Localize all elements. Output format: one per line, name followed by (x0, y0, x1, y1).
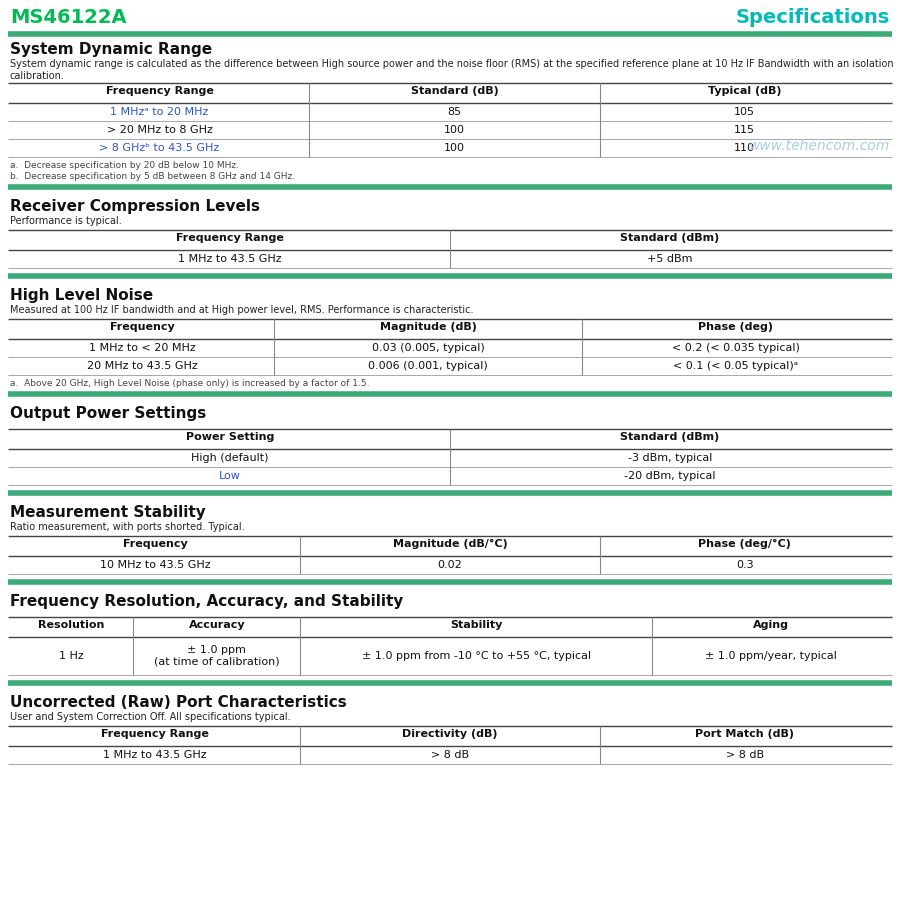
Text: Resolution: Resolution (39, 620, 104, 630)
Text: 1 MHz to 43.5 GHz: 1 MHz to 43.5 GHz (178, 254, 282, 264)
Text: High Level Noise: High Level Noise (10, 288, 153, 303)
Text: -3 dBm, typical: -3 dBm, typical (628, 453, 712, 463)
Text: 20 MHz to 43.5 GHz: 20 MHz to 43.5 GHz (86, 361, 197, 371)
Text: Port Match (dB): Port Match (dB) (696, 729, 795, 739)
Text: 10 MHz to 43.5 GHz: 10 MHz to 43.5 GHz (100, 560, 211, 570)
Text: Phase (deg): Phase (deg) (698, 322, 773, 332)
Text: 0.02: 0.02 (437, 560, 463, 570)
Text: Uncorrected (Raw) Port Characteristics: Uncorrected (Raw) Port Characteristics (10, 695, 346, 710)
Text: < 0.2 (< 0.035 typical): < 0.2 (< 0.035 typical) (672, 343, 800, 353)
Text: High (default): High (default) (191, 453, 269, 463)
Text: 85: 85 (447, 107, 462, 117)
Text: Specifications: Specifications (736, 8, 890, 27)
Text: Magnitude (dB): Magnitude (dB) (380, 322, 476, 332)
Text: Power Setting: Power Setting (185, 432, 274, 442)
Text: Accuracy: Accuracy (188, 620, 245, 630)
Text: Frequency Range: Frequency Range (105, 86, 213, 96)
Text: 1 MHz to 43.5 GHz: 1 MHz to 43.5 GHz (104, 750, 207, 760)
Text: Aging: Aging (753, 620, 789, 630)
Text: Typical (dB): Typical (dB) (708, 86, 781, 96)
Text: 115: 115 (734, 125, 755, 135)
Text: Directivity (dB): Directivity (dB) (402, 729, 498, 739)
Text: Performance is typical.: Performance is typical. (10, 216, 122, 226)
Text: 1 Hz: 1 Hz (59, 651, 84, 661)
Text: Frequency: Frequency (110, 322, 175, 332)
Text: Frequency: Frequency (122, 539, 187, 549)
Text: +5 dBm: +5 dBm (647, 254, 693, 264)
Text: ± 1.0 ppm
(at time of calibration): ± 1.0 ppm (at time of calibration) (154, 645, 280, 667)
Text: b.  Decrease specification by 5 dB between 8 GHz and 14 GHz.: b. Decrease specification by 5 dB betwee… (10, 172, 295, 181)
Text: Frequency Range: Frequency Range (102, 729, 209, 739)
Text: User and System Correction Off. All specifications typical.: User and System Correction Off. All spec… (10, 712, 291, 722)
Text: a.  Decrease specification by 20 dB below 10 MHz.: a. Decrease specification by 20 dB below… (10, 161, 239, 170)
Text: 0.03 (0.005, typical): 0.03 (0.005, typical) (372, 343, 484, 353)
Text: Ratio measurement, with ports shorted. Typical.: Ratio measurement, with ports shorted. T… (10, 522, 245, 532)
Text: System dynamic range is calculated as the difference between High source power a: System dynamic range is calculated as th… (10, 59, 894, 81)
Text: Phase (deg/°C): Phase (deg/°C) (698, 539, 791, 549)
Text: 105: 105 (734, 107, 755, 117)
Text: Measurement Stability: Measurement Stability (10, 505, 206, 520)
Text: a.  Above 20 GHz, High Level Noise (phase only) is increased by a factor of 1.5.: a. Above 20 GHz, High Level Noise (phase… (10, 379, 370, 388)
Text: Standard (dBm): Standard (dBm) (620, 233, 720, 243)
Text: 0.3: 0.3 (736, 560, 753, 570)
Text: > 8 dB: > 8 dB (431, 750, 469, 760)
Text: Standard (dB): Standard (dB) (410, 86, 499, 96)
Text: 100: 100 (444, 125, 465, 135)
Text: -20 dBm, typical: -20 dBm, typical (625, 471, 716, 481)
Text: Magnitude (dB/°C): Magnitude (dB/°C) (392, 539, 508, 549)
Text: Output Power Settings: Output Power Settings (10, 406, 206, 421)
Text: 110: 110 (734, 143, 755, 153)
Text: ± 1.0 ppm/year, typical: ± 1.0 ppm/year, typical (706, 651, 837, 661)
Text: 0.006 (0.001, typical): 0.006 (0.001, typical) (368, 361, 488, 371)
Text: MS46122A: MS46122A (10, 8, 127, 27)
Text: System Dynamic Range: System Dynamic Range (10, 42, 212, 57)
Text: 1 MHzᵃ to 20 MHz: 1 MHzᵃ to 20 MHz (111, 107, 209, 117)
Text: Measured at 100 Hz IF bandwidth and at High power level, RMS. Performance is cha: Measured at 100 Hz IF bandwidth and at H… (10, 305, 473, 315)
Text: Stability: Stability (450, 620, 502, 630)
Text: > 8 dB: > 8 dB (725, 750, 764, 760)
Text: Receiver Compression Levels: Receiver Compression Levels (10, 199, 260, 214)
Text: Standard (dBm): Standard (dBm) (620, 432, 720, 442)
Text: Frequency Resolution, Accuracy, and Stability: Frequency Resolution, Accuracy, and Stab… (10, 594, 403, 609)
Text: Frequency Range: Frequency Range (176, 233, 284, 243)
Text: 1 MHz to < 20 MHz: 1 MHz to < 20 MHz (88, 343, 195, 353)
Text: Low: Low (219, 471, 241, 481)
Text: > 20 MHz to 8 GHz: > 20 MHz to 8 GHz (107, 125, 212, 135)
Text: 100: 100 (444, 143, 465, 153)
Text: ± 1.0 ppm from -10 °C to +55 °C, typical: ± 1.0 ppm from -10 °C to +55 °C, typical (362, 651, 591, 661)
Text: > 8 GHzᵇ to 43.5 GHz: > 8 GHzᵇ to 43.5 GHz (100, 143, 220, 153)
Text: www.tehencom.com: www.tehencom.com (749, 139, 890, 153)
Text: < 0.1 (< 0.05 typical)ᵃ: < 0.1 (< 0.05 typical)ᵃ (673, 361, 798, 371)
